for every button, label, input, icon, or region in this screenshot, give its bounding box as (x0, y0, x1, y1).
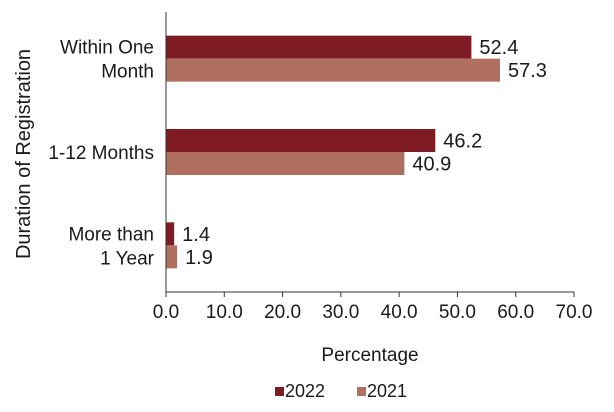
bar-2022-2 (166, 222, 174, 245)
legend-label-2022: 2022 (285, 381, 325, 401)
data-label-2021-1: 40.9 (412, 154, 451, 176)
legend: 2022 2021 (275, 381, 407, 401)
x-tick-label: 40.0 (381, 302, 418, 323)
data-label-2022-0: 52.4 (479, 37, 518, 59)
bar-2021-2 (166, 245, 177, 268)
legend-label-2021: 2021 (367, 381, 407, 401)
y-tick-labels-group: Within One Month 1-12 Months More than 1 Yea… (48, 38, 154, 270)
x-tick-label: 10.0 (206, 302, 243, 323)
data-label-2022-2: 1.4 (182, 224, 210, 246)
y-tick-label: More than (68, 224, 154, 245)
data-label-2022-1: 46.2 (443, 131, 482, 153)
x-axis-title: Percentage (321, 345, 418, 366)
y-axis-title: Duration of Registration (13, 49, 35, 259)
bar-2022-1 (166, 129, 435, 152)
bar-2021-0 (166, 59, 500, 82)
bar-2022-0 (166, 36, 471, 59)
legend-swatch-2022 (275, 387, 284, 396)
x-tick-label: 20.0 (264, 302, 301, 323)
x-tick-label: 50.0 (439, 302, 476, 323)
y-tick-label: 1 Year (100, 248, 155, 269)
y-tick-label: 1-12 Months (48, 143, 154, 164)
y-tick-label: Within One (60, 38, 154, 59)
x-tick-labels-group: 0.0 10.0 20.0 30.0 40.0 50.0 60.0 70.0 (153, 292, 593, 323)
y-tick-label: Month (101, 62, 154, 83)
legend-swatch-2021 (357, 387, 366, 396)
x-tick-label: 30.0 (322, 302, 359, 323)
x-tick-label: 70.0 (556, 302, 593, 323)
bar-2021-1 (166, 152, 404, 175)
data-label-2021-0: 57.3 (508, 60, 547, 82)
x-tick-label: 60.0 (497, 302, 534, 323)
x-tick-label: 0.0 (153, 302, 179, 323)
data-label-2021-2: 1.9 (185, 247, 213, 269)
